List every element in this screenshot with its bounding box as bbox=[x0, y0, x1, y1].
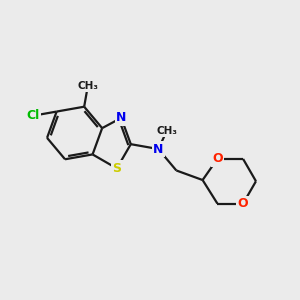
Text: CH₃: CH₃ bbox=[77, 81, 98, 91]
Text: CH₃: CH₃ bbox=[156, 126, 177, 136]
Text: O: O bbox=[212, 152, 223, 166]
Text: O: O bbox=[238, 197, 248, 210]
Text: Cl: Cl bbox=[27, 109, 40, 122]
Text: N: N bbox=[116, 111, 126, 124]
Text: N: N bbox=[153, 142, 164, 155]
Text: S: S bbox=[112, 162, 121, 175]
